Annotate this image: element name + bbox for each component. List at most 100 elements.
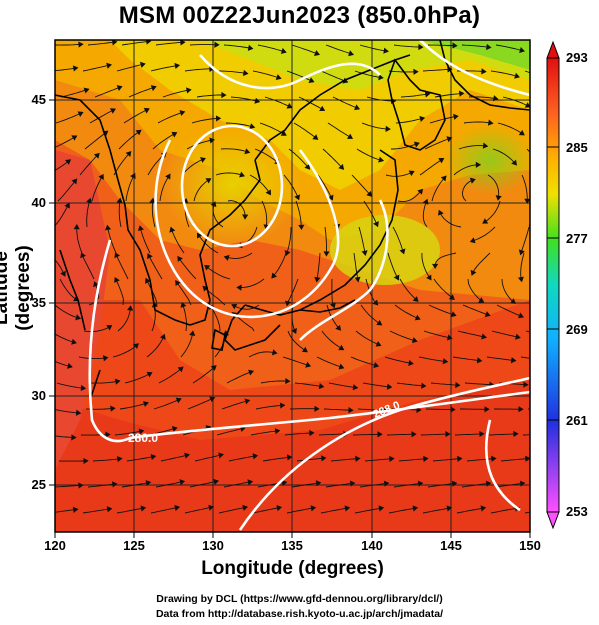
streamline [325,482,355,488]
streamline-arrowhead [313,50,321,56]
streamline-arrowhead [329,302,336,309]
streamline [294,382,324,388]
streamline-arrowhead [450,311,457,318]
streamline-arrowhead [83,87,90,94]
streamline-arrowhead [432,263,439,269]
streamline [501,278,516,304]
streamline-arrowhead [208,504,214,511]
streamline-arrowhead [210,365,217,371]
streamline [91,174,104,202]
streamline [482,200,501,224]
streamline [456,507,486,514]
streamline [225,122,255,128]
streamline [288,148,310,170]
streamline [399,278,419,302]
isotherm-contours [88,40,530,531]
streamline-arrowhead [335,324,342,331]
streamline [82,64,112,72]
streamline-arrowhead [525,455,530,462]
streamline [422,199,428,228]
streamline [250,430,280,436]
streamline-arrowhead [416,406,422,413]
streamline-arrowhead [210,201,217,208]
streamline [106,225,117,254]
streamline-arrowhead [442,358,449,365]
streamline-arrowhead [453,113,459,120]
x-tick-label: 130 [202,538,224,553]
streamline-arrowhead [491,455,497,462]
streamline-arrowhead [71,178,78,185]
streamline [500,457,530,462]
streamline [492,148,517,166]
streamline-arrowhead [399,248,406,255]
streamline [320,507,350,514]
streamline [257,44,287,53]
streamline [113,151,132,176]
streamline-arrowhead [145,277,151,284]
streamline-arrowhead [338,363,345,370]
streamline-arrowhead [383,47,389,54]
streamline-arrowhead [106,325,113,331]
streamline [522,434,530,436]
streamline-arrowhead [457,455,463,462]
streamline [286,70,314,83]
streamline-arrowhead [389,455,395,463]
streamline [158,366,184,384]
streamline [55,111,83,124]
streamline [262,456,292,462]
streamline-arrowhead [196,232,203,239]
streamline-arrowhead [71,434,77,441]
streamline-arrowhead [344,505,351,512]
streamline [291,304,297,334]
streamline [115,252,129,280]
streamline-arrowhead [481,333,487,340]
streamline [82,508,112,514]
streamline-arrowhead [314,405,320,412]
streamline-arrowhead [78,482,84,489]
streamline-arrowhead [481,68,487,75]
streamline [327,122,353,139]
streamline [193,178,211,202]
streamline [495,482,525,488]
streamline [353,252,359,282]
streamline [216,427,245,436]
streamline [324,226,327,256]
streamline [162,89,191,98]
y-axis: 45 40 35 30 25 [32,92,55,492]
streamline [150,64,180,72]
streamline [350,356,379,367]
streamline [55,259,66,277]
streamline-arrowhead [213,478,220,485]
streamline-arrowhead [279,402,286,409]
streamline [420,433,450,436]
streamline-arrowhead [373,362,380,369]
streamline [194,454,224,462]
streamline [84,130,108,150]
streamline [358,226,366,256]
streamline-arrowhead [373,221,379,228]
streamline-arrowhead [106,62,112,69]
streamline-arrowhead [218,452,224,459]
streamline [118,129,142,150]
streamline [55,333,77,344]
streamline-arrowhead [321,455,327,462]
streamline [454,433,484,436]
streamline [396,382,426,387]
streamline-arrowhead [199,157,206,163]
streamline-arrowhead [214,41,220,48]
streamline-arrowhead [117,455,123,463]
streamline-arrowhead [519,47,525,53]
colorbar-tick-label: 269 [566,322,588,337]
streamline-arrowhead [72,65,79,72]
streamline [55,360,73,368]
streamline-arrowhead [80,384,87,392]
streamline [286,507,316,514]
streamline-arrowhead [485,480,492,487]
streamline [424,137,452,150]
y-tick-label: 25 [32,477,46,492]
streamline-arrowhead [174,504,181,512]
streamline [391,142,420,150]
map-canvas: 280.0 288.0 120 125 130 135 140 145 150 … [32,39,588,553]
streamline [419,158,444,176]
streamline-arrowhead [519,480,526,487]
